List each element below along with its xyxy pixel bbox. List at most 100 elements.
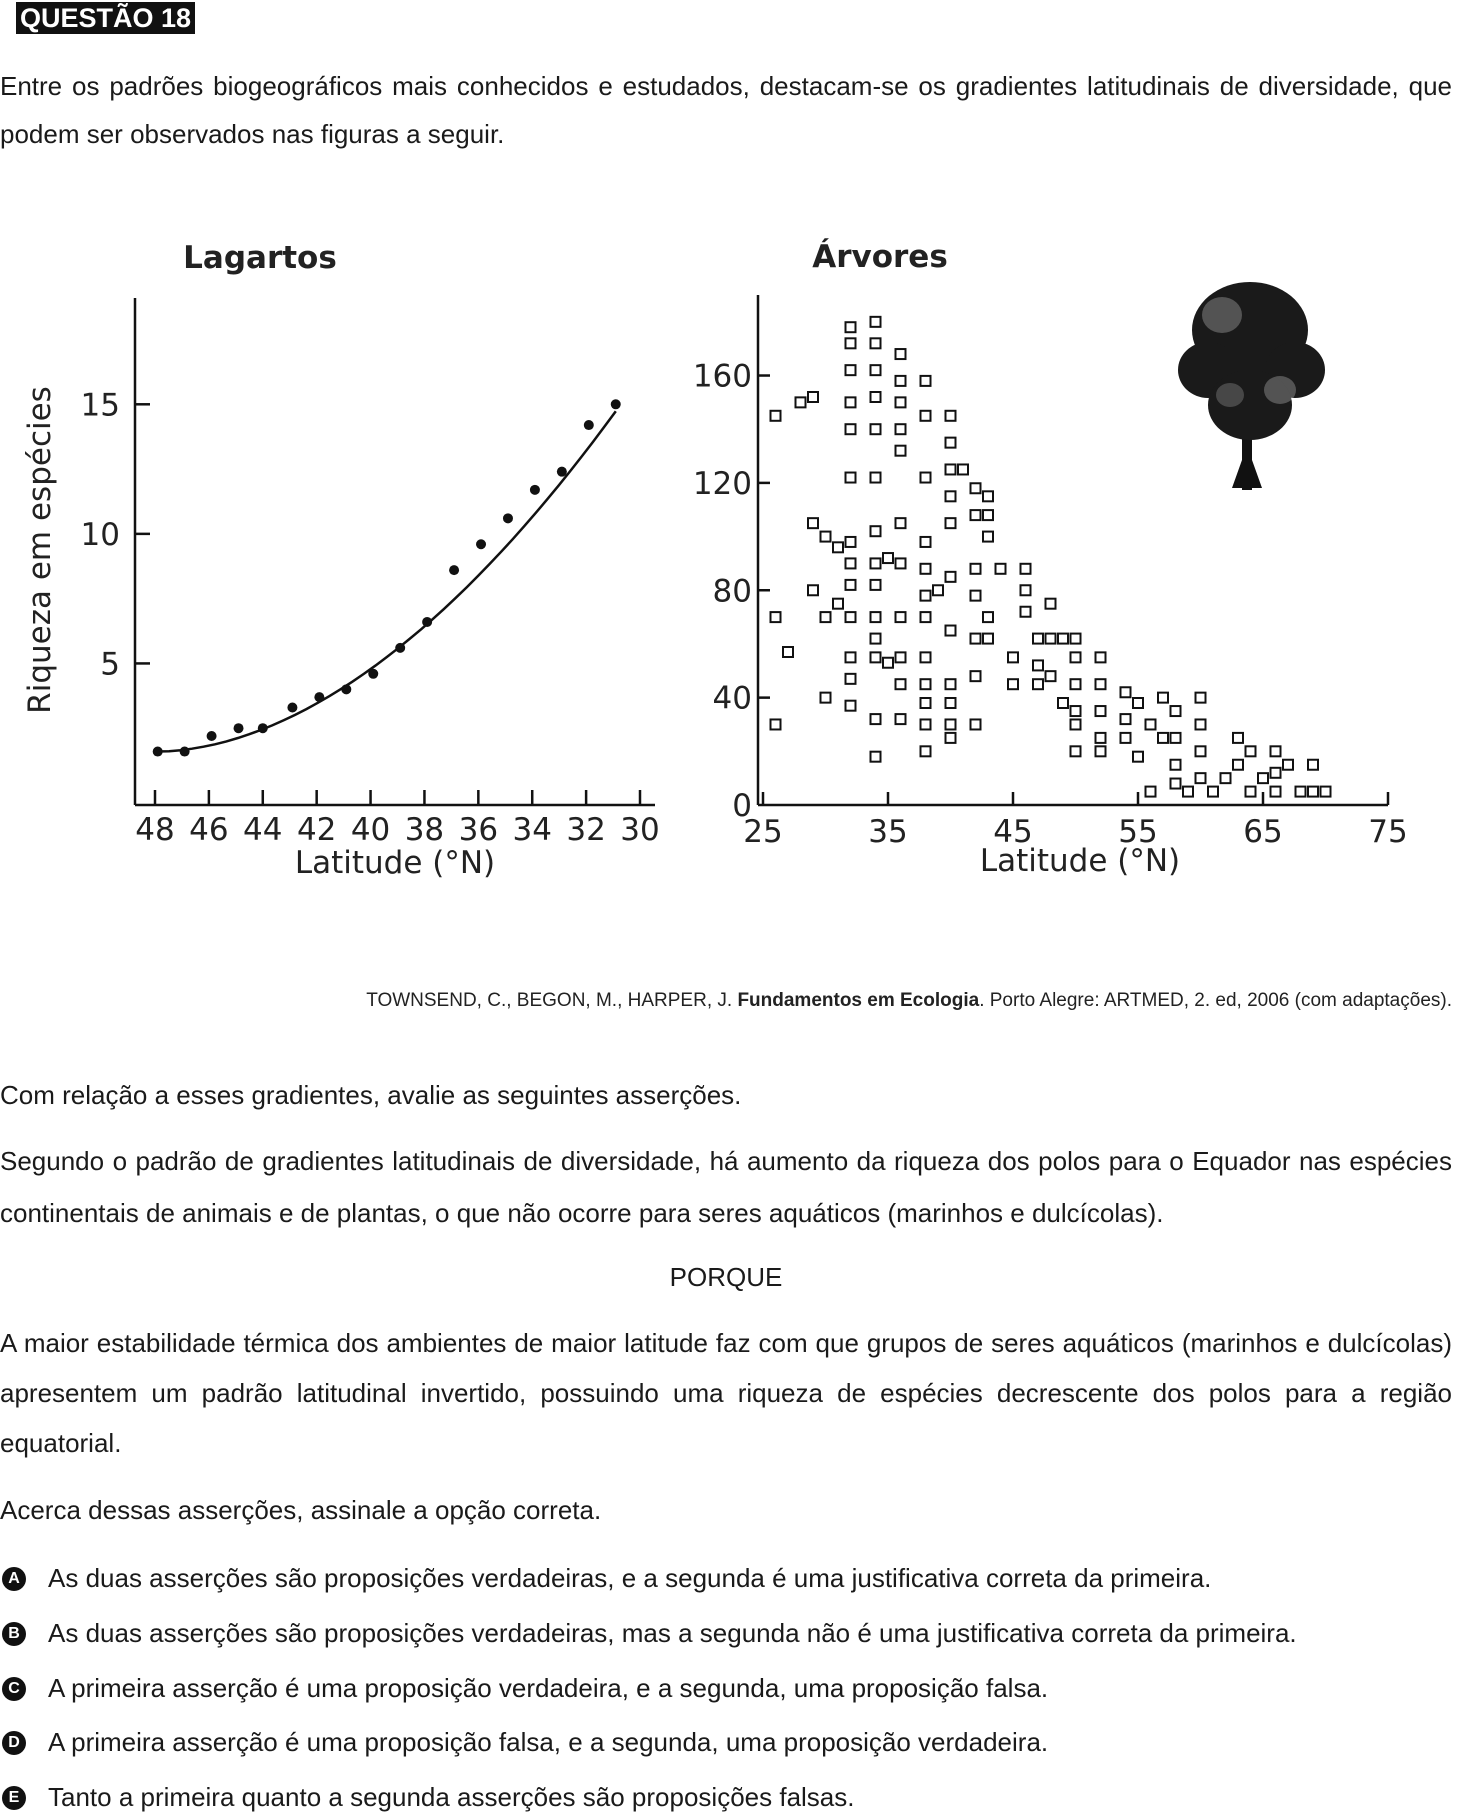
- option-c[interactable]: C A primeira asserção é uma proposição v…: [2, 1673, 1048, 1704]
- x-tick-label: 45: [993, 814, 1032, 850]
- data-point: [1019, 562, 1032, 575]
- data-point: [819, 611, 832, 624]
- data-point: [769, 409, 782, 422]
- data-point: [1194, 745, 1207, 758]
- x-tick-label: 25: [743, 814, 782, 850]
- tree-icon: [1178, 282, 1325, 490]
- option-text: As duas asserções são proposições verdad…: [48, 1618, 1297, 1648]
- data-point: [1269, 785, 1282, 798]
- data-point: [919, 562, 932, 575]
- data-point: [1094, 731, 1107, 744]
- data-point: [556, 466, 567, 477]
- data-point: [869, 578, 882, 591]
- data-point: [969, 670, 982, 683]
- data-point: [944, 570, 957, 583]
- data-point: [894, 651, 907, 664]
- data-point: [1069, 705, 1082, 718]
- option-d[interactable]: D A primeira asserção é uma proposição f…: [2, 1727, 1048, 1758]
- x-tick-label: 75: [1368, 814, 1407, 850]
- data-point: [314, 692, 325, 703]
- data-point: [1269, 745, 1282, 758]
- data-point: [1169, 758, 1182, 771]
- data-point: [1032, 678, 1044, 691]
- data-point: [844, 337, 857, 350]
- data-point: [969, 632, 982, 645]
- x-tick-label: 34: [512, 812, 551, 848]
- data-point: [882, 656, 894, 669]
- data-point: [769, 718, 782, 731]
- y-tick-label: 10: [81, 517, 120, 553]
- data-point: [1069, 745, 1082, 758]
- data-point: [368, 668, 379, 679]
- y-tick-label: 0: [732, 788, 752, 824]
- data-point: [919, 678, 932, 691]
- data-point: [944, 731, 957, 744]
- data-point: [1094, 651, 1107, 664]
- data-point: [1194, 691, 1207, 704]
- data-point: [1044, 597, 1057, 610]
- option-letter-badge: D: [2, 1730, 26, 1755]
- data-point: [869, 611, 882, 624]
- intro-paragraph: Entre os padrões biogeográficos mais con…: [0, 71, 1452, 149]
- data-point: [1094, 678, 1107, 691]
- option-text: A primeira asserção é uma proposição ver…: [48, 1673, 1049, 1703]
- data-point: [1194, 718, 1207, 731]
- data-point: [919, 718, 932, 731]
- data-point: [1119, 686, 1132, 699]
- data-point: [287, 702, 298, 713]
- x-tick-label: 35: [868, 814, 907, 850]
- question-number: QUESTÃO 18: [16, 2, 196, 34]
- data-point: [869, 557, 882, 570]
- data-point: [919, 535, 932, 548]
- option-text: As duas asserções são proposições verdad…: [48, 1563, 1212, 1593]
- data-point: [1319, 785, 1332, 798]
- data-point: [1294, 785, 1307, 798]
- data-point: [844, 611, 857, 624]
- data-point: [395, 642, 406, 653]
- data-point: [894, 557, 907, 570]
- data-point: [919, 374, 932, 387]
- porque-label: PORQUE: [669, 1262, 783, 1292]
- data-point: [919, 697, 932, 709]
- data-point: [1069, 632, 1082, 645]
- data-point: [944, 409, 957, 422]
- data-point: [807, 517, 819, 530]
- data-point: [919, 589, 932, 602]
- data-point: [844, 578, 857, 591]
- option-a[interactable]: A As duas asserções são proposições verd…: [2, 1563, 1211, 1594]
- data-point: [869, 750, 882, 763]
- data-point: [1119, 713, 1132, 726]
- data-point: [1307, 785, 1319, 798]
- chart-arvores: Árvores Latitude (°N) 0 40 80 120 160 25 35 45…: [693, 239, 1408, 879]
- y-tick-label: 160: [693, 359, 752, 395]
- data-point: [782, 646, 794, 658]
- data-point: [1019, 605, 1032, 618]
- data-point: [969, 509, 982, 522]
- option-letter-badge: A: [2, 1566, 26, 1591]
- x-axis-label: Latitude (°N): [980, 843, 1180, 879]
- y-tick-label: 15: [81, 387, 120, 423]
- data-point: [1232, 758, 1244, 771]
- data-point: [206, 730, 217, 741]
- option-b[interactable]: B As duas asserções são proposições verd…: [2, 1618, 1297, 1649]
- data-point: [1219, 772, 1232, 785]
- data-point: [844, 672, 857, 685]
- data-point: [982, 632, 994, 645]
- data-point: [869, 337, 882, 350]
- data-point: [1069, 718, 1082, 731]
- data-point: [1032, 659, 1044, 672]
- data-point: [1032, 632, 1044, 645]
- data-point: [982, 530, 994, 543]
- data-point: [1194, 772, 1207, 785]
- x-tick-label: 38: [405, 812, 444, 848]
- data-point: [982, 509, 994, 522]
- data-point: [583, 420, 594, 431]
- x-tick-label: 36: [459, 812, 498, 848]
- data-point: [844, 557, 857, 570]
- citation-title: Fundamentos em Ecologia: [737, 990, 980, 1011]
- data-point: [894, 396, 907, 409]
- x-tick-label: 30: [620, 812, 659, 848]
- option-e[interactable]: E Tanto a primeira quanto a segunda asse…: [2, 1782, 854, 1813]
- data-point: [1057, 632, 1069, 645]
- data-point: [944, 678, 957, 691]
